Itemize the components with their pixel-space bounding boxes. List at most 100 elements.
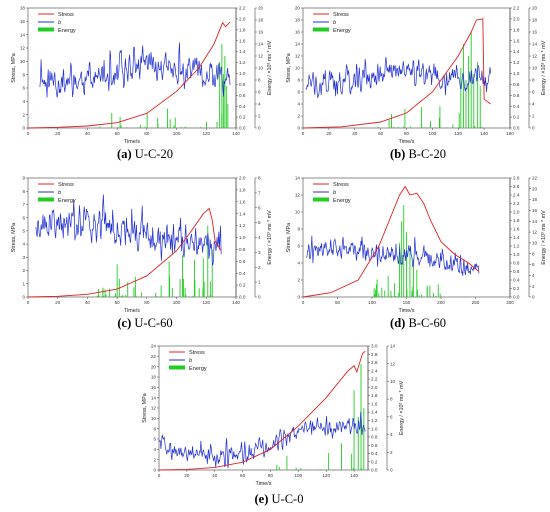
y-tick-label: 12 <box>151 406 157 411</box>
energy-tick-label: 5 <box>258 220 261 225</box>
b-tick-label: 1.6 <box>239 199 246 204</box>
b-tick-label: 1.2 <box>239 60 246 65</box>
b-tick-label: 2.4 <box>371 368 378 373</box>
plot-frame <box>27 177 237 298</box>
panel-caption: (a) U-C-20 <box>117 147 173 161</box>
b-tick-label: 1.4 <box>239 49 246 54</box>
y-tick-label: 0 <box>22 295 25 300</box>
energy-tick-label: 18 <box>532 18 538 23</box>
x-tick-label: 140 <box>232 300 240 305</box>
y-tick-label: 8 <box>153 426 156 431</box>
b-tick-label: 1.4 <box>239 211 246 216</box>
b-tick-label: 1.4 <box>513 49 520 54</box>
y-tick-label: 16 <box>20 19 26 24</box>
energy-tick-label: 1 <box>258 280 261 285</box>
chart-panel-d: 0 50 100 150 200 250 300024681012140.00.20.40.… <box>286 176 547 330</box>
y-tick-label: 6 <box>297 244 300 249</box>
b-tick-label: 0.0 <box>371 468 378 473</box>
energy-tick-label: 12 <box>532 230 538 235</box>
x-tick-label: 140 <box>232 131 240 136</box>
y-tick-label: 0 <box>297 295 300 300</box>
energy-tick-label: 2 <box>258 265 261 270</box>
y-axis-label: Stress, MPa <box>286 53 292 82</box>
energy-tick-label: 22 <box>532 176 538 181</box>
legend-entry: Energy <box>333 28 351 34</box>
energy-tick-label: 20 <box>532 186 538 191</box>
b-tick-label: 2.4 <box>513 193 520 198</box>
y-axis-label: Stress, MPa <box>142 393 148 422</box>
b-tick-label: 0.0 <box>513 126 520 131</box>
y-tick-label: 2 <box>297 114 300 119</box>
legend-entry: Energy <box>189 366 207 372</box>
chart-panel-a: 0 20 40 60 80 100 120 1400246810121416180.00.20… <box>11 6 273 161</box>
energy-axis-label: Energy / ×10³ ms * mV <box>267 40 273 95</box>
energy-tick-label: 0 <box>532 295 535 300</box>
energy-tick-label: 2 <box>258 114 261 119</box>
energy-tick-label: 7 <box>258 190 261 195</box>
y-tick-label: 2 <box>22 112 25 117</box>
b-tick-label: 0.2 <box>239 283 246 288</box>
y-tick-label: 18 <box>20 6 26 11</box>
legend-entry: b <box>333 190 336 196</box>
b-value-line <box>158 411 366 469</box>
b-tick-label: 0.6 <box>239 259 246 264</box>
b-tick-label: 0.6 <box>239 93 246 98</box>
energy-tick-label: 16 <box>532 208 538 213</box>
energy-tick-label: 18 <box>258 18 264 23</box>
energy-tick-label: 2 <box>532 284 535 289</box>
x-tick-label: 300 <box>506 300 514 305</box>
y-tick-label: 4 <box>153 447 156 452</box>
energy-tick-label: 14 <box>258 42 264 47</box>
b-tick-label: 0.6 <box>513 269 520 274</box>
y-tick-label: 10 <box>151 416 157 421</box>
legend-entry: Energy <box>58 28 76 34</box>
x-tick-label: 100 <box>173 131 181 136</box>
x-axis-label: Time/s <box>124 139 140 145</box>
energy-tick-label: 6 <box>532 262 535 267</box>
legend-entry: Stress <box>333 12 349 18</box>
panel-caption: (b) B-C-20 <box>390 147 446 161</box>
b-tick-label: 1.6 <box>371 401 378 406</box>
y-tick-label: 6 <box>22 86 25 91</box>
energy-tick-label: 18 <box>532 197 538 202</box>
y-tick-label: 8 <box>22 72 25 77</box>
b-tick-label: 2.2 <box>513 201 520 206</box>
energy-tick-label: 14 <box>390 344 396 349</box>
x-tick-label: 0 <box>302 131 305 136</box>
b-tick-label: 2.2 <box>513 6 520 11</box>
y-tick-label: 12 <box>295 193 301 198</box>
energy-tick-label: 14 <box>532 42 538 47</box>
chart-panel-e: 0 20 40 60 80 100 120 1400246810121416182022240… <box>142 344 405 506</box>
x-tick-label: 80 <box>404 131 410 136</box>
x-tick-label: 60 <box>378 131 384 136</box>
x-tick-label: 0 <box>27 300 30 305</box>
x-tick-label: 140 <box>480 131 488 136</box>
b-tick-label: 0.0 <box>239 295 246 300</box>
energy-tick-label: 0 <box>532 126 535 131</box>
y-tick-label: 14 <box>295 42 301 47</box>
energy-tick-label: 2 <box>390 450 393 455</box>
y-axis-label: Stress, MPa <box>11 223 17 252</box>
b-tick-label: 1.6 <box>513 38 520 43</box>
legend-entry: Stress <box>58 12 74 18</box>
b-tick-label: 1.0 <box>513 252 520 257</box>
x-axis-label: Time/s <box>256 481 272 487</box>
y-axis-label: Stress, MPa <box>286 223 292 252</box>
b-tick-label: 2.8 <box>513 176 520 181</box>
b-tick-label: 0.8 <box>239 82 246 87</box>
energy-tick-label: 10 <box>258 66 264 71</box>
energy-tick-label: 12 <box>532 54 538 59</box>
b-tick-label: 2.0 <box>239 17 246 22</box>
legend-entry: b <box>189 358 192 364</box>
y-tick-label: 3 <box>22 255 25 260</box>
energy-tick-label: 8 <box>532 78 535 83</box>
legend-energy-swatch <box>169 365 185 370</box>
energy-tick-label: 8 <box>258 78 261 83</box>
panel-caption: (d) B-C-60 <box>390 316 446 330</box>
b-tick-label: 1.8 <box>513 218 520 223</box>
b-tick-label: 1.2 <box>239 223 246 228</box>
panel-caption: (e) U-C-0 <box>255 492 304 506</box>
b-tick-label: 0.8 <box>371 435 378 440</box>
b-tick-label: 1.4 <box>513 235 520 240</box>
x-tick-label: 60 <box>240 473 246 478</box>
